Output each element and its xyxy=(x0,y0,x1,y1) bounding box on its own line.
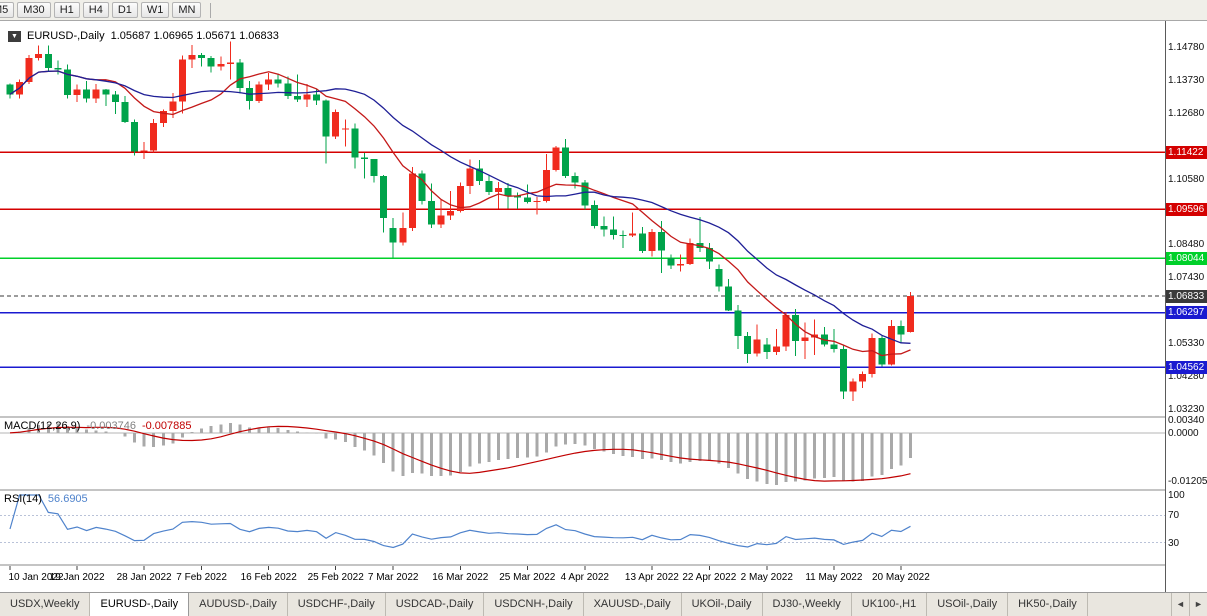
toolbar-divider xyxy=(210,2,212,18)
ma-fast-line xyxy=(9,70,911,357)
price-axis-label: 1.03230 xyxy=(1168,403,1205,415)
timeframe-button-w1[interactable]: W1 xyxy=(140,2,170,18)
chart-window: 10 Jan 2022 19 Jan 2022 28 Jan 2022 7 Feb 2… xyxy=(0,21,1207,592)
chart-tab-audusd-daily[interactable]: AUDUSD-,Daily xyxy=(189,593,288,616)
macd-signal-line xyxy=(9,425,911,482)
price-axis[interactable]: 1.14780 1.13730 1.12680 1.10580 1.08480 1.074… xyxy=(1165,21,1207,592)
chart-tabbar: USDX,Weekly EURUSD-,Daily AUDUSD-,Daily USD… xyxy=(0,592,1207,616)
time-axis-label: 13 Apr 2022 xyxy=(625,572,679,583)
chart-tab-dj30-weekly[interactable]: DJ30-,Weekly xyxy=(763,593,852,616)
rsi-axis-label: 30 xyxy=(1168,537,1180,549)
timeframe-button-mn[interactable]: MN xyxy=(172,2,202,18)
timeframe-button-d1[interactable]: D1 xyxy=(111,2,138,18)
chart-tab-usoil-daily[interactable]: USOil-,Daily xyxy=(927,593,1009,616)
macd-indicator-label: MACD(12,26,9) -0.003746 -0.007885 xyxy=(4,420,192,432)
tabbar-scroll-right-button[interactable]: ► xyxy=(1189,593,1207,616)
chart-tab-eurusd-daily[interactable]: EURUSD-,Daily xyxy=(90,593,190,616)
price-level-badge: 1.08044 xyxy=(1166,251,1207,265)
candlestick-series xyxy=(6,41,914,402)
time-axis-label: 19 Jan 2022 xyxy=(50,572,105,583)
time-axis-label: 22 Apr 2022 xyxy=(682,572,736,583)
macd-name: MACD(12,26,9) xyxy=(4,420,81,432)
rsi-name: RSI(14) xyxy=(4,493,42,505)
time-axis-label: 25 Mar 2022 xyxy=(499,572,556,583)
time-axis-label: 16 Feb 2022 xyxy=(241,572,298,583)
time-axis-label: 4 Apr 2022 xyxy=(561,572,610,583)
macd-main-value: -0.003746 xyxy=(86,420,136,432)
bid-price-badge: 1.06833 xyxy=(1166,289,1207,303)
price-axis-label: 1.07430 xyxy=(1168,272,1205,284)
price-level-badge: 1.04562 xyxy=(1166,360,1207,374)
price-level-badge: 1.09596 xyxy=(1166,202,1207,216)
macd-signal-value: -0.007885 xyxy=(141,420,192,432)
ma-slow-line xyxy=(9,70,911,344)
chart-tabbar-tabs: USDX,Weekly EURUSD-,Daily AUDUSD-,Daily USD… xyxy=(0,593,1171,616)
price-axis-label: 1.10580 xyxy=(1168,173,1205,185)
chart-tab-ukoil-daily[interactable]: UKOil-,Daily xyxy=(682,593,763,616)
chart-tab-xauusd-daily[interactable]: XAUUSD-,Daily xyxy=(584,593,682,616)
price-axis-label: 1.04280 xyxy=(1168,371,1205,382)
macd-axis-label: -0.01205 xyxy=(1168,476,1207,487)
price-axis-label: 1.13730 xyxy=(1168,74,1205,86)
timeframe-button-m30[interactable]: M30 xyxy=(17,2,51,18)
chart-title: ▼ EURUSD-,Daily 1.05687 1.06965 1.05671 … xyxy=(8,30,279,42)
time-axis-label: 7 Mar 2022 xyxy=(368,572,419,583)
rsi-axis-label: 100 xyxy=(1168,490,1185,501)
timeframe-button-m5[interactable]: M5 xyxy=(0,2,15,18)
macd-axis-label: 0.0000 xyxy=(1168,427,1199,439)
time-axis-label: 25 Feb 2022 xyxy=(308,572,365,583)
chart-symbol-label: EURUSD-,Daily xyxy=(27,30,105,42)
macd-axis-label: 0.00340 xyxy=(1168,415,1205,426)
chart-tab-usdcnh-daily[interactable]: USDCNH-,Daily xyxy=(484,593,584,616)
timeframe-toolbar: M5M30H1H4D1W1MN xyxy=(0,0,1207,21)
macd-histogram xyxy=(18,423,912,485)
price-axis-label: 1.08480 xyxy=(1168,239,1205,251)
price-axis-label: 1.14780 xyxy=(1168,42,1205,53)
time-axis-label: 7 Feb 2022 xyxy=(176,572,227,583)
rsi-axis-label: 70 xyxy=(1168,510,1180,522)
time-axis-label: 11 May 2022 xyxy=(805,572,863,583)
chart-tab-usdx-weekly[interactable]: USDX,Weekly xyxy=(0,593,91,616)
time-axis-label: 10 Jan 2022 xyxy=(8,572,63,583)
timeframe-button-h1[interactable]: H1 xyxy=(53,2,80,18)
chart-tab-uk100-h1[interactable]: UK100-,H1 xyxy=(852,593,928,616)
rsi-value: 56.6905 xyxy=(47,493,88,505)
chart-menu-icon[interactable]: ▼ xyxy=(8,30,21,42)
price-level-badge: 1.06297 xyxy=(1166,306,1207,320)
time-axis-label: 28 Jan 2022 xyxy=(117,572,172,583)
time-axis-label: 16 Mar 2022 xyxy=(432,572,489,583)
rsi-indicator-label: RSI(14) 56.6905 xyxy=(4,493,88,505)
chart-tab-usdchf-daily[interactable]: USDCHF-,Daily xyxy=(288,593,386,616)
tabbar-scroll-left-button[interactable]: ◄ xyxy=(1171,593,1189,616)
price-axis-label: 1.12680 xyxy=(1168,107,1205,119)
price-axis-label: 1.05330 xyxy=(1168,338,1205,350)
chart-ohlc-values: 1.05687 1.06965 1.05671 1.06833 xyxy=(110,30,279,42)
time-axis-label: 20 May 2022 xyxy=(872,572,930,583)
price-level-badge: 1.11422 xyxy=(1166,145,1207,159)
timeframe-button-h4[interactable]: H4 xyxy=(82,2,109,18)
chart-tab-hk50-daily[interactable]: HK50-,Daily xyxy=(1008,593,1088,616)
rsi-line xyxy=(9,494,911,549)
chart-tab-usdcad-daily[interactable]: USDCAD-,Daily xyxy=(386,593,485,616)
time-axis-label: 2 May 2022 xyxy=(741,572,794,583)
